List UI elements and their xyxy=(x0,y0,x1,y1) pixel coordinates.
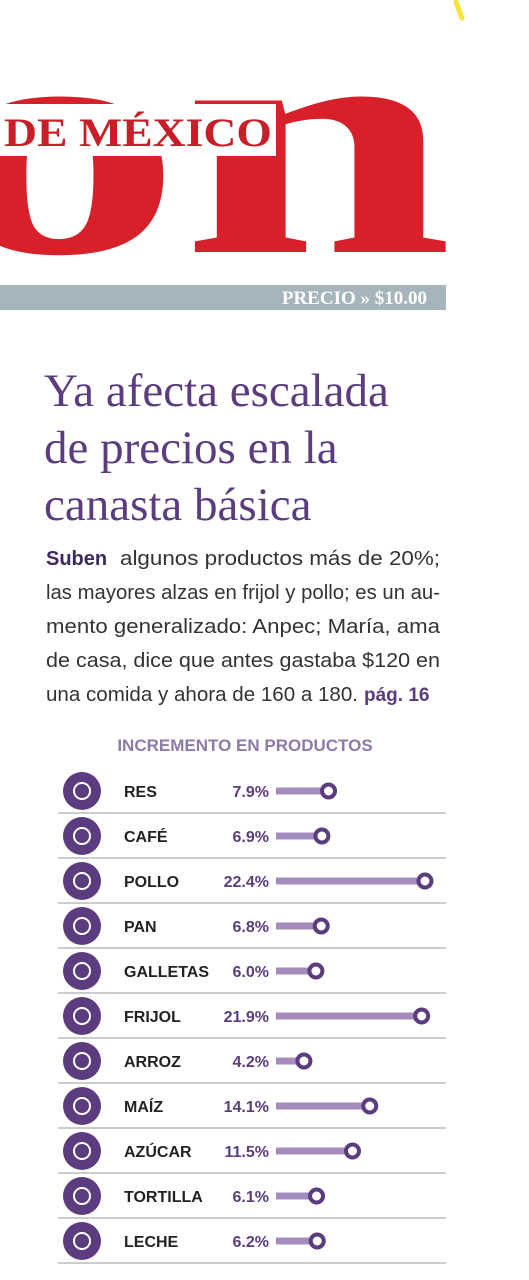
value-label: 22.4% xyxy=(224,874,269,891)
icon-glyph xyxy=(73,962,91,980)
headline-line: Ya afecta escalada xyxy=(44,365,389,417)
value-label: 6.9% xyxy=(233,829,269,846)
subtitle-band xyxy=(0,104,276,156)
icon-glyph xyxy=(73,917,91,935)
price-bar xyxy=(0,285,446,310)
category-label: LECHE xyxy=(124,1234,179,1251)
product-icon xyxy=(63,1222,101,1260)
masthead: on xyxy=(0,0,453,324)
masthead-subtitle: DE MÉXICO xyxy=(4,110,272,155)
bar xyxy=(276,787,329,795)
product-icon xyxy=(63,772,101,810)
icon-glyph xyxy=(73,1097,91,1115)
category-label: PAN xyxy=(124,919,157,936)
category-label: FRIJOL xyxy=(124,1009,181,1026)
bar xyxy=(276,1192,317,1200)
icon-glyph xyxy=(73,1232,91,1250)
bar xyxy=(276,1057,304,1065)
category-label: CAFÉ xyxy=(124,827,168,846)
icon-glyph xyxy=(73,1007,91,1025)
bar-end xyxy=(413,1007,431,1025)
headline-line: de precios en la xyxy=(44,422,338,474)
value-label: 14.1% xyxy=(224,1099,269,1116)
category-label: MAÍZ xyxy=(124,1097,163,1116)
bar xyxy=(276,1102,370,1110)
headline-line: canasta básica xyxy=(44,479,312,531)
product-icon xyxy=(63,1087,101,1125)
product-icon xyxy=(63,817,101,855)
bar xyxy=(276,1237,318,1245)
bar xyxy=(276,967,316,975)
value-label: 4.2% xyxy=(233,1054,269,1071)
subhead: Suben algunos productos más de 20%; las ma… xyxy=(46,548,441,706)
category-label: ARROZ xyxy=(124,1054,181,1071)
subhead-line: las mayores alzas en frijol y pollo; es … xyxy=(46,582,440,604)
category-label: POLLO xyxy=(124,874,179,891)
bar xyxy=(276,1012,422,1020)
value-label: 6.2% xyxy=(233,1234,269,1251)
product-icon xyxy=(63,1042,101,1080)
subhead-line: una comida y ahora de 160 a 180. xyxy=(46,684,358,706)
icon-glyph xyxy=(73,1187,91,1205)
category-label: AZÚCAR xyxy=(124,1142,192,1161)
icon-glyph xyxy=(73,827,91,845)
bar xyxy=(276,832,322,840)
bar xyxy=(276,877,425,885)
category-label: RES xyxy=(124,784,157,801)
value-label: 11.5% xyxy=(225,1144,269,1161)
value-label: 6.0% xyxy=(233,964,269,981)
bar-end xyxy=(343,1142,361,1160)
bar-end xyxy=(308,1187,326,1205)
icon-glyph xyxy=(73,1142,91,1160)
category-label: GALLETAS xyxy=(124,964,209,981)
bar-end xyxy=(312,917,330,935)
bar-end xyxy=(313,827,331,845)
bar xyxy=(276,922,322,930)
subhead-line: mento generalizado: Anpec; María, ama xyxy=(46,616,441,638)
product-icon xyxy=(63,997,101,1035)
icon-glyph xyxy=(73,782,91,800)
value-label: 6.1% xyxy=(233,1189,269,1206)
value-label: 7.9% xyxy=(233,784,269,801)
subhead-line: de casa, dice que antes gastaba $120 en xyxy=(46,650,440,672)
bar-end xyxy=(416,872,434,890)
category-label: TORTILLA xyxy=(124,1189,203,1206)
chart: RES 7.9% CAFÉ 6.9% POLLO 22.4% PAN 6.8% GALLETAS… xyxy=(58,772,446,1264)
value-label: 21.9% xyxy=(224,1009,269,1026)
chart-title: INCREMENTO EN PRODUCTOS xyxy=(117,736,372,755)
decoration xyxy=(453,0,465,21)
subhead-ref: pág. 16 xyxy=(364,685,429,706)
bar-end xyxy=(320,782,338,800)
product-icon xyxy=(63,907,101,945)
subhead-line: algunos productos más de 20%; xyxy=(120,548,440,570)
icon-glyph xyxy=(73,1052,91,1070)
value-label: 6.8% xyxy=(233,919,269,936)
logo: on xyxy=(0,0,453,324)
product-icon xyxy=(63,952,101,990)
product-icon xyxy=(63,862,101,900)
icon-glyph xyxy=(73,872,91,890)
product-icon xyxy=(63,1132,101,1170)
bar xyxy=(276,1147,353,1155)
bar-end xyxy=(295,1052,313,1070)
price: PRECIO » $10.00 xyxy=(282,288,427,309)
bar-end xyxy=(361,1097,379,1115)
subhead-lead: Suben xyxy=(46,548,107,570)
bar-end xyxy=(307,962,325,980)
product-icon xyxy=(63,1177,101,1215)
bar-end xyxy=(308,1232,326,1250)
